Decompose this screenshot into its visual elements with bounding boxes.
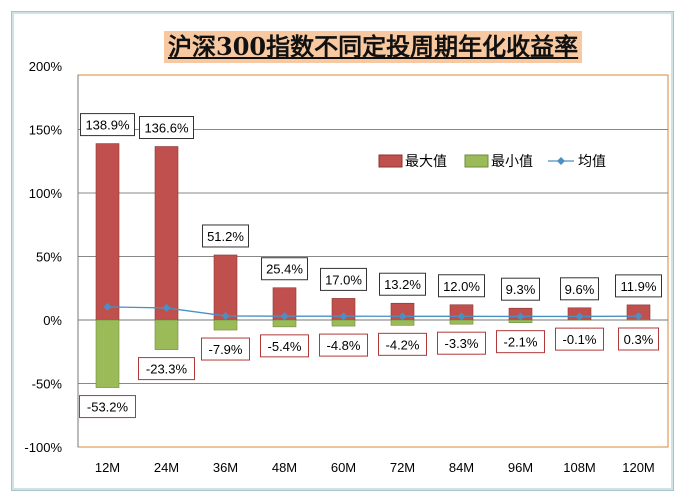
- mean-point: [457, 312, 466, 321]
- data-label-box-max: [80, 113, 135, 137]
- x-tick-label: 120M: [622, 460, 655, 475]
- x-tick-label: 72M: [390, 460, 415, 475]
- data-label-box-min: [79, 395, 136, 419]
- data-label-max: 25.4%: [266, 262, 303, 277]
- bar-min: [331, 319, 356, 327]
- bar-max: [213, 254, 238, 321]
- legend-swatch-min: [464, 154, 489, 168]
- mean-point: [398, 312, 407, 321]
- bar-min: [95, 319, 120, 388]
- data-label-box-max: [560, 277, 599, 301]
- data-label-min: -53.2%: [87, 400, 129, 415]
- data-label-min: -5.4%: [268, 339, 302, 354]
- x-tick-label: 48M: [272, 460, 297, 475]
- data-label-box-min: [319, 333, 368, 357]
- mean-point: [575, 312, 584, 321]
- bar-min: [272, 319, 297, 328]
- data-label-min: -7.9%: [209, 342, 243, 357]
- mean-point: [516, 312, 525, 321]
- data-label-max: 9.6%: [565, 282, 595, 297]
- data-label-min: -3.3%: [445, 336, 479, 351]
- data-label-min: -0.1%: [563, 332, 597, 347]
- mean-point: [634, 312, 643, 321]
- data-label-max: 12.0%: [443, 279, 480, 294]
- mean-point: [162, 303, 171, 312]
- data-label-box-max: [202, 224, 249, 248]
- data-label-min: -4.8%: [327, 338, 361, 353]
- x-tick-label: 12M: [95, 460, 120, 475]
- data-label-max: 9.3%: [506, 282, 536, 297]
- bar-min: [390, 319, 415, 326]
- data-label-box-min: [496, 330, 545, 354]
- x-tick-label: 84M: [449, 460, 474, 475]
- mean-point: [280, 312, 289, 321]
- data-label-box-min: [618, 327, 659, 351]
- data-label-min: 0.3%: [624, 332, 654, 347]
- data-label-box-min: [260, 334, 309, 358]
- legend-label-min: 最小值: [491, 153, 533, 169]
- data-label-box-max: [438, 274, 485, 298]
- chart-title: 沪深300指数不同定投周期年化收益率: [164, 31, 583, 63]
- bar-min: [154, 319, 179, 350]
- data-label-min: -23.3%: [146, 362, 188, 377]
- y-tick-label: -100%: [24, 440, 62, 455]
- data-label-box-min: [378, 332, 427, 356]
- data-label-box-max: [320, 267, 367, 291]
- data-label-box-max: [501, 277, 540, 301]
- legend-marker-mean: [557, 157, 565, 165]
- bar-min: [213, 319, 238, 331]
- bar-max: [95, 143, 120, 321]
- y-tick-label: 100%: [29, 186, 63, 201]
- data-label-max: 13.2%: [384, 277, 421, 292]
- data-label-box-min: [138, 357, 195, 381]
- bar-min: [449, 319, 474, 325]
- mean-point: [339, 312, 348, 321]
- data-label-min: -2.1%: [504, 335, 538, 350]
- mean-point: [103, 302, 112, 311]
- x-tick-label: 24M: [154, 460, 179, 475]
- data-label-box-min: [555, 327, 604, 351]
- data-label-min: -4.2%: [386, 337, 420, 352]
- data-label-max: 51.2%: [207, 229, 244, 244]
- y-tick-label: 50%: [36, 250, 62, 265]
- y-tick-label: 150%: [29, 123, 63, 138]
- bar-max: [154, 146, 179, 321]
- data-label-box-max: [615, 274, 662, 298]
- x-tick-label: 96M: [508, 460, 533, 475]
- x-tick-label: 60M: [331, 460, 356, 475]
- data-label-box-max: [139, 116, 194, 140]
- data-label-box-max: [261, 257, 308, 281]
- data-label-box-min: [201, 337, 250, 361]
- chart-frame: [12, 12, 673, 490]
- y-tick-label: 200%: [29, 59, 63, 74]
- x-tick-label: 108M: [563, 460, 596, 475]
- data-label-max: 138.9%: [85, 118, 130, 133]
- mean-point: [221, 311, 230, 320]
- data-label-box-min: [437, 331, 486, 355]
- legend-label-mean: 均值: [578, 153, 606, 169]
- legend-swatch-max: [378, 154, 403, 168]
- data-label-max: 136.6%: [144, 121, 189, 136]
- data-label-max: 17.0%: [325, 272, 362, 287]
- legend-label-max: 最大值: [405, 153, 447, 169]
- y-tick-label: -50%: [32, 377, 63, 392]
- mean-line: [107, 306, 639, 318]
- data-label-box-max: [379, 272, 426, 296]
- data-label-max: 11.9%: [621, 279, 657, 294]
- y-tick-label: 0%: [43, 313, 62, 328]
- x-tick-label: 36M: [213, 460, 238, 475]
